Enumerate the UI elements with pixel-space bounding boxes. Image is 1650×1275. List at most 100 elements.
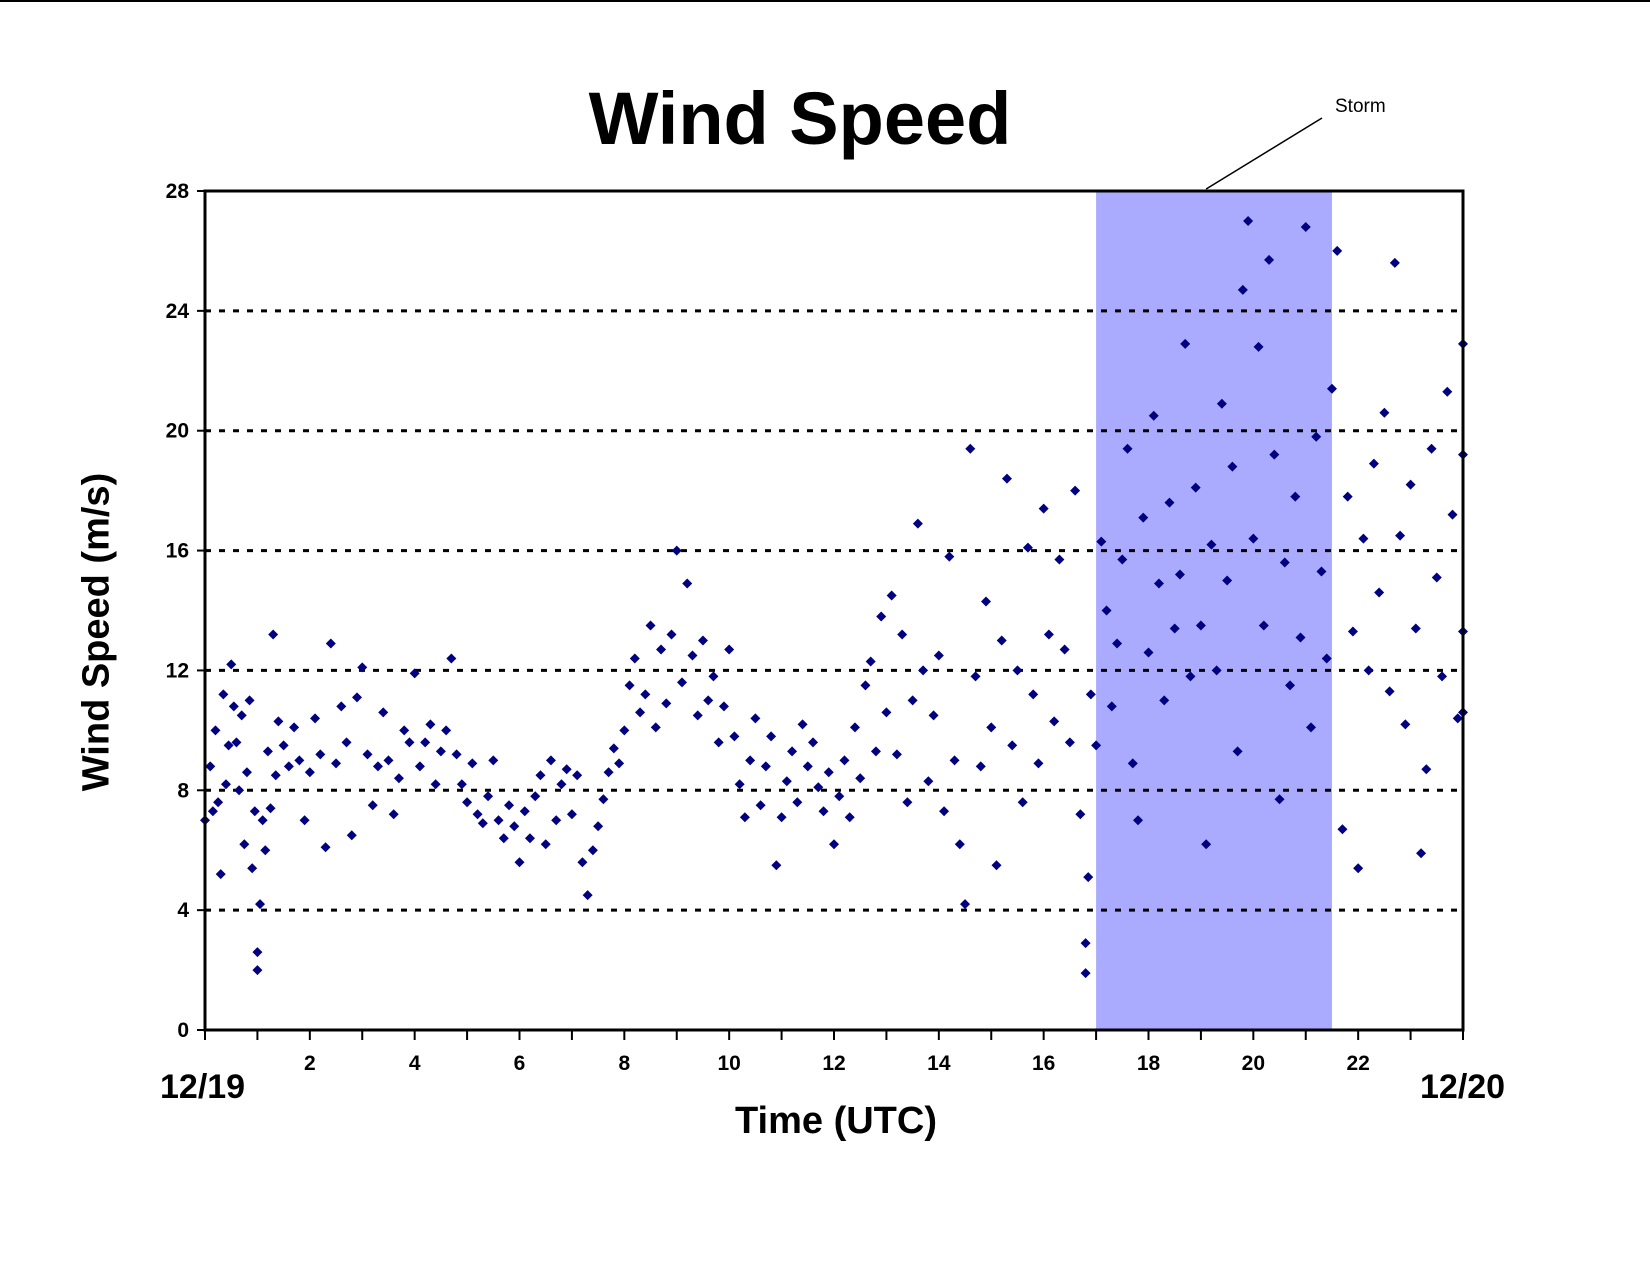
x-tick-label: 16 xyxy=(1032,1052,1055,1075)
data-point xyxy=(792,797,803,808)
data-point xyxy=(1001,473,1012,484)
data-point xyxy=(215,869,226,880)
data-point xyxy=(1070,485,1081,496)
data-point xyxy=(897,629,908,640)
data-point xyxy=(1112,638,1123,649)
data-point xyxy=(1133,815,1144,826)
data-point xyxy=(1410,623,1421,634)
data-point xyxy=(304,767,315,778)
data-point xyxy=(1143,647,1154,658)
data-point xyxy=(1148,410,1159,421)
data-point xyxy=(289,722,300,733)
data-point xyxy=(1426,443,1437,454)
data-point xyxy=(703,695,714,706)
data-point xyxy=(750,713,761,724)
data-point xyxy=(661,698,672,709)
data-point xyxy=(1442,386,1453,397)
data-point xyxy=(320,842,331,853)
data-point xyxy=(996,635,1007,646)
data-point xyxy=(1384,686,1395,697)
data-point xyxy=(1374,587,1385,598)
data-point xyxy=(352,692,363,703)
data-point xyxy=(1022,542,1033,553)
data-point xyxy=(231,737,242,748)
data-point xyxy=(462,797,473,808)
data-point xyxy=(1248,533,1259,544)
data-point xyxy=(504,800,515,811)
data-point xyxy=(1431,572,1442,583)
data-point xyxy=(472,809,483,820)
data-point xyxy=(556,779,567,790)
data-point xyxy=(1117,554,1128,565)
x-tick-label: 8 xyxy=(618,1052,630,1075)
data-point xyxy=(273,716,284,727)
data-point xyxy=(299,815,310,826)
data-point xyxy=(1043,629,1054,640)
x-tick-label: 12 xyxy=(822,1052,845,1075)
data-point xyxy=(1127,758,1138,769)
data-point xyxy=(1028,689,1039,700)
data-point xyxy=(650,722,661,733)
data-point xyxy=(1064,737,1075,748)
data-point xyxy=(1211,665,1222,676)
data-point xyxy=(514,857,525,868)
data-point xyxy=(771,860,782,871)
start-date-label: 12/19 xyxy=(160,1068,246,1106)
data-point xyxy=(456,779,467,790)
data-point xyxy=(223,740,234,751)
storm-leader-line xyxy=(1205,117,1323,190)
data-point xyxy=(530,791,541,802)
y-tick-label: 16 xyxy=(166,540,189,563)
data-point xyxy=(278,740,289,751)
data-point xyxy=(441,725,452,736)
data-point xyxy=(1358,533,1369,544)
data-point xyxy=(1237,284,1248,295)
x-tick-label: 14 xyxy=(927,1052,951,1075)
y-tick-label: 24 xyxy=(166,300,190,323)
data-point xyxy=(876,611,887,622)
data-point xyxy=(839,755,850,766)
data-point xyxy=(545,755,556,766)
data-point xyxy=(1326,383,1337,394)
data-point xyxy=(1421,764,1432,775)
data-point xyxy=(1164,497,1175,508)
data-point xyxy=(1416,848,1427,859)
data-point xyxy=(399,725,410,736)
data-point xyxy=(1368,458,1379,469)
data-point xyxy=(435,746,446,757)
data-point xyxy=(823,767,834,778)
data-point xyxy=(1122,443,1133,454)
data-point xyxy=(1227,461,1238,472)
data-point xyxy=(566,809,577,820)
data-point xyxy=(572,770,583,781)
data-point xyxy=(336,701,347,712)
data-point xyxy=(488,755,499,766)
end-date-label: 12/20 xyxy=(1420,1068,1506,1106)
data-point xyxy=(1190,482,1201,493)
data-point xyxy=(1185,671,1196,682)
data-point xyxy=(1201,839,1212,850)
data-point xyxy=(483,791,494,802)
data-point xyxy=(388,809,399,820)
top-border xyxy=(0,0,1650,2)
data-point xyxy=(1400,719,1411,730)
data-point xyxy=(975,761,986,772)
data-point xyxy=(1243,215,1254,226)
data-point xyxy=(860,680,871,691)
data-point xyxy=(265,803,276,814)
data-point xyxy=(1101,605,1112,616)
data-point xyxy=(1075,809,1086,820)
x-tick-label: 18 xyxy=(1137,1052,1161,1075)
data-point xyxy=(551,815,562,826)
data-point xyxy=(1012,665,1023,676)
data-point xyxy=(1180,338,1191,349)
y-axis-label: Wind Speed (m/s) xyxy=(75,472,118,792)
data-point xyxy=(965,443,976,454)
data-point xyxy=(708,671,719,682)
data-point xyxy=(1054,554,1065,565)
data-point xyxy=(656,644,667,655)
data-point xyxy=(855,773,866,784)
data-point xyxy=(724,644,735,655)
x-tick-label: 6 xyxy=(514,1052,526,1075)
data-point xyxy=(697,635,708,646)
